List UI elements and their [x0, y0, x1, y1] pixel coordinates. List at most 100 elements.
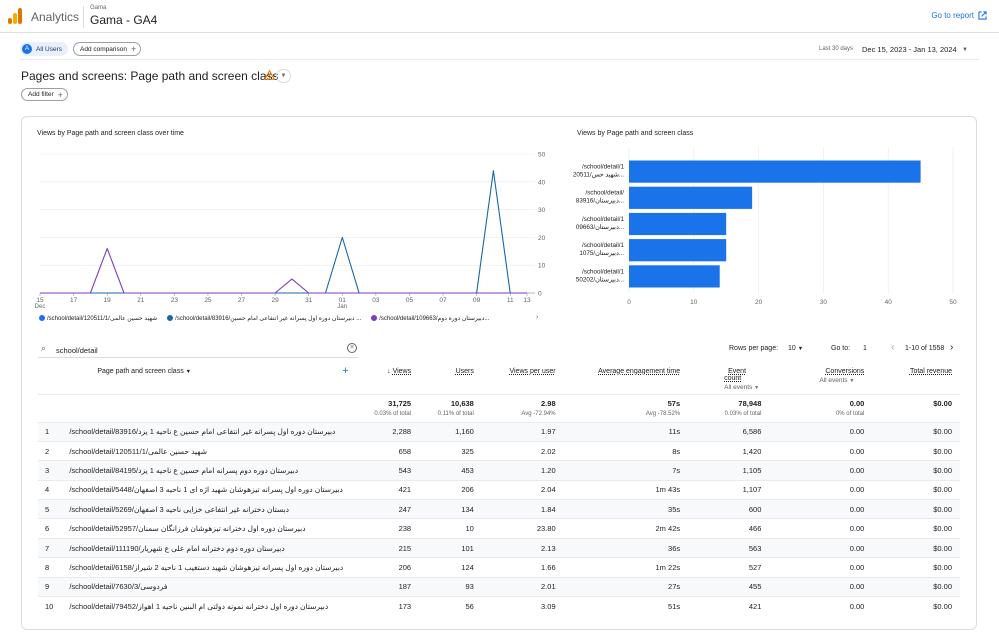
column-header-views-per-user[interactable]: Views per user — [488, 362, 570, 394]
bar-label: 09663/دبیرستان... — [576, 224, 624, 231]
column-header-avg-engagement[interactable]: Average engagement time — [570, 362, 695, 394]
table-cell: 2.04 — [487, 479, 570, 500]
totals-value: 0.00 — [849, 398, 865, 408]
table-cell: 51s — [569, 596, 695, 616]
add-filter-button[interactable]: Add filter + — [21, 88, 68, 101]
table-search[interactable]: ⌕ school/detail × — [38, 342, 358, 358]
totals-sub: 0.03% of total — [724, 410, 762, 417]
table-cell: 10 — [38, 596, 68, 616]
bar[interactable] — [629, 160, 921, 183]
table-cell: 1,420 — [694, 440, 776, 461]
warning-icon[interactable] — [264, 70, 275, 80]
line-chart-title: Views by Page path and screen class over… — [37, 130, 184, 137]
table-cell: 0.00 — [775, 479, 879, 500]
totals-sub: 0% of total — [835, 410, 865, 417]
page-path-cell[interactable]: /school/detail/7630/3/فردوسی — [67, 576, 357, 597]
goto-input[interactable]: 1 — [863, 345, 867, 352]
table-row[interactable]: 1/school/detail/83916/دبیرستان دوره اول … — [38, 421, 960, 442]
table-cell: 453 — [425, 460, 488, 481]
series-line-3[interactable] — [40, 247, 527, 294]
x-tick-label: 13 — [523, 297, 531, 304]
table-cell: $0.00 — [878, 518, 960, 539]
table-cell: 0.00 — [775, 421, 879, 442]
title-dropdown-button[interactable]: ▼ — [276, 69, 291, 83]
bar[interactable] — [629, 186, 753, 209]
table-row[interactable]: 2/school/detail/120511/1/شهید حسین عالمی… — [38, 440, 960, 461]
all-users-chip[interactable]: A All Users — [20, 42, 69, 56]
table-row[interactable]: 7/school/detail/111190/دبیرستان دوره دوم… — [38, 537, 960, 558]
table-cell: 238 — [356, 518, 426, 539]
go-to-report-link[interactable]: Go to report — [931, 11, 987, 20]
totals-users: 10,638 0.11% of total — [425, 393, 488, 422]
page-path-cell[interactable]: /school/detail/111190/دبیرستان دوره دوم … — [67, 537, 357, 558]
x-tick-label: 30 — [820, 299, 828, 306]
table-row[interactable]: 3/school/detail/84195/دبیرستان دوره دوم … — [38, 460, 960, 481]
table-cell: 187 — [356, 576, 426, 597]
search-input[interactable]: school/detail — [56, 346, 98, 355]
column-header-event-count[interactable]: Event count All events ▼ — [694, 362, 775, 394]
bar-label: /school/detail/1 — [582, 164, 625, 171]
conversion-filter-select[interactable]: All events ▼ — [819, 377, 864, 384]
date-range-picker[interactable]: Dec 15, 2023 - Jan 13, 2024 — [862, 45, 957, 54]
column-header-views[interactable]: ↓ Views — [357, 362, 425, 394]
table-cell: 0.00 — [775, 537, 879, 558]
legend-next-arrow-icon[interactable]: › — [536, 314, 539, 321]
column-header-conversions[interactable]: Conversions All events ▼ — [775, 362, 878, 394]
column-header-page-path[interactable]: Page path and screen class ▼ + — [67, 362, 356, 394]
legend-item[interactable]: /school/detail/83916/دبیرستان دوره اول پ… — [167, 315, 361, 322]
bar[interactable] — [629, 265, 720, 288]
add-comparison-button[interactable]: Add comparison + — [73, 42, 142, 56]
table-cell: 23.80 — [487, 518, 570, 539]
page-path-cell[interactable]: /school/detail/84195/دبیرستان دوره دوم پ… — [67, 460, 357, 481]
pagination-range: 1-10 of 1558 — [905, 345, 945, 352]
table-row[interactable]: 9/school/detail/7630/3/فردوسی 187 93 2.01 27… — [38, 576, 960, 597]
page-path-cell[interactable]: /school/detail/6158/دبیرستان دوره اول پس… — [67, 557, 357, 578]
next-page-icon[interactable]: › — [950, 342, 954, 353]
rows-per-page-select[interactable]: 10 ▼ — [788, 345, 803, 352]
legend-label: /school/detail/109663/دبیرستان دوره دوم.… — [379, 316, 490, 322]
analytics-logo-icon[interactable] — [8, 8, 22, 24]
table-cell: 173 — [356, 596, 426, 616]
event-filter-select[interactable]: All events ▼ — [724, 384, 761, 391]
totals-value: 2.98 — [541, 398, 556, 408]
table-cell: 93 — [425, 576, 488, 597]
add-dimension-icon[interactable]: + — [342, 365, 349, 377]
property-name[interactable]: Gama - GA4 — [90, 13, 158, 27]
bar-label: /school/detail/1 — [582, 242, 625, 249]
clear-search-icon[interactable]: × — [347, 343, 357, 353]
column-header-label: Total revenue — [909, 368, 952, 375]
bar[interactable] — [629, 212, 727, 236]
y-tick-label: 40 — [538, 179, 546, 186]
column-header-revenue[interactable]: Total revenue — [878, 362, 960, 394]
page-path-cell[interactable]: /school/detail/120511/1/شهید حسین عالمی — [67, 440, 357, 461]
page-path-cell[interactable]: /school/detail/5448/دبیرستان دوره اول پس… — [67, 479, 357, 500]
chevron-down-icon[interactable]: ▼ — [962, 47, 968, 53]
bar-chart[interactable]: 0 10 20 30 40 50/school/detail/120511/شهید حس… — [0, 0, 999, 340]
all-users-label: All Users — [36, 45, 63, 53]
bar[interactable] — [629, 239, 727, 262]
x-tick-label: 20 — [755, 299, 763, 306]
legend-item[interactable]: /school/detail/120511/1/شهید حسین عالمی — [39, 315, 157, 322]
page-path-cell[interactable]: /school/detail/83916/دبیرستان دوره اول پ… — [67, 421, 357, 442]
table-row[interactable]: 6/school/detail/52957/دبیرستان دوره اول … — [38, 518, 960, 539]
page-path-cell[interactable]: /school/detail/5269/دبستان دخترانه غیر ا… — [67, 499, 357, 519]
table-row[interactable]: 5/school/detail/5269/دبستان دخترانه غیر … — [38, 499, 960, 519]
bar-label: /school/detail/1 — [582, 216, 625, 223]
table-row[interactable]: 4/school/detail/5448/دبیرستان دوره اول پ… — [38, 479, 960, 500]
table-cell: 658 — [356, 440, 426, 461]
chevron-down-icon: ▼ — [185, 369, 192, 375]
previous-page-icon[interactable]: ‹ — [891, 342, 895, 353]
y-tick-label: 30 — [538, 207, 546, 214]
table-cell: 101 — [425, 537, 488, 558]
table-cell: 3.09 — [487, 596, 570, 616]
page-path-cell[interactable]: /school/detail/52957/دبیرستان دوره اول د… — [67, 518, 357, 539]
column-header-users[interactable]: Users — [425, 362, 488, 394]
table-row[interactable]: 8/school/detail/6158/دبیرستان دوره اول پ… — [38, 557, 960, 578]
table-row[interactable]: 10/school/detail/79452/دبیرستان دوره اول… — [38, 596, 960, 616]
account-name[interactable]: Gama — [90, 5, 107, 11]
legend-item[interactable]: /school/detail/109663/دبیرستان دوره دوم.… — [371, 315, 489, 322]
x-tick-label: 50 — [949, 299, 957, 306]
plus-icon: + — [57, 89, 63, 100]
page-path-cell[interactable]: /school/detail/79452/دبیرستان دوره اول د… — [67, 596, 357, 616]
